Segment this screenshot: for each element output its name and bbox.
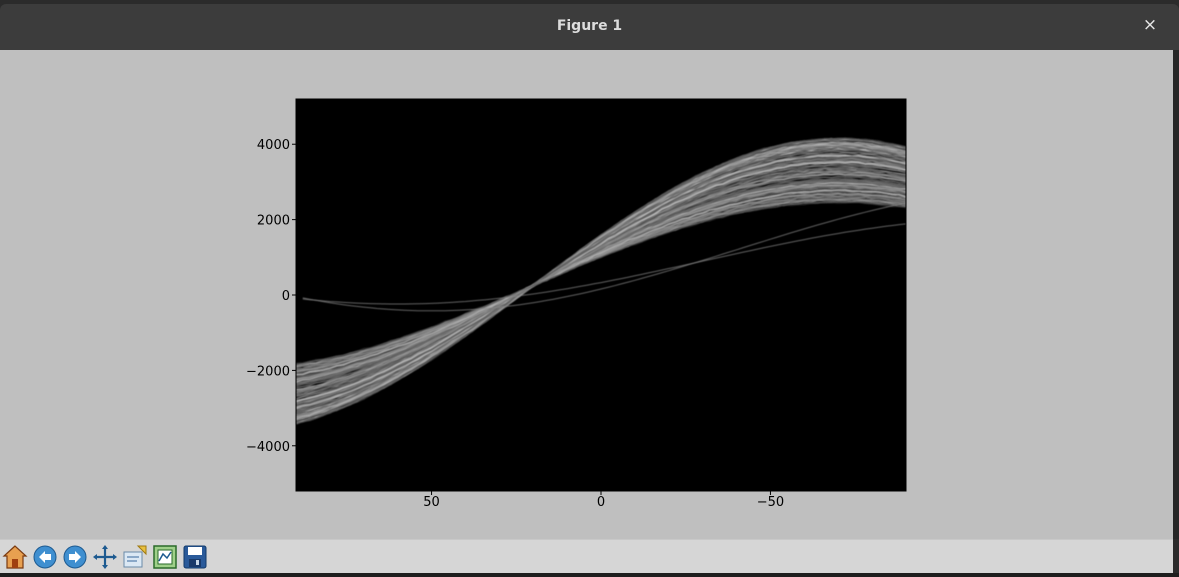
navigation-toolbar — [0, 539, 1173, 573]
window-titlebar[interactable]: Figure 1 × — [0, 4, 1179, 50]
forward-arrow-icon[interactable] — [61, 543, 89, 571]
x-tick-label: 50 — [423, 495, 440, 510]
y-tick-label: −2000 — [246, 364, 290, 379]
back-arrow-icon[interactable] — [31, 543, 59, 571]
hough-curve — [295, 195, 907, 370]
hough-curve — [295, 143, 907, 419]
hough-curve — [295, 171, 907, 394]
y-tick-label: −4000 — [246, 440, 290, 455]
close-icon[interactable]: × — [1142, 15, 1158, 35]
hough-curve — [302, 223, 907, 305]
hough-curve — [302, 202, 907, 312]
window-edge — [1173, 50, 1179, 539]
hough-curve — [295, 137, 907, 425]
y-axis: −4000 −2000 0 2000 4000 — [246, 138, 296, 455]
hough-curve — [295, 150, 907, 414]
y-tick-label: 2000 — [257, 214, 290, 229]
x-tick-label: −50 — [757, 495, 784, 510]
hough-curve — [295, 164, 907, 400]
zoom-icon[interactable] — [121, 543, 149, 571]
x-axis: 50 0 −50 — [423, 491, 784, 510]
y-tick-label: 0 — [282, 289, 290, 304]
subplots-icon[interactable] — [151, 543, 179, 571]
hough-curve — [295, 145, 907, 418]
hough-curve — [295, 176, 907, 389]
home-icon[interactable] — [1, 543, 29, 571]
background-terminal — [0, 573, 1179, 577]
hough-curve — [295, 192, 907, 373]
x-tick-label: 0 — [597, 495, 605, 510]
hough-plot[interactable]: −4000 −2000 0 2000 4000 50 0 −50 — [0, 50, 1173, 539]
hough-curve — [295, 180, 907, 384]
hough-curve — [295, 167, 907, 397]
window-title: Figure 1 — [556, 18, 623, 34]
hough-bands — [295, 137, 907, 425]
pan-icon[interactable] — [91, 543, 119, 571]
hough-curve — [295, 189, 907, 376]
hough-curve — [295, 201, 907, 364]
save-icon[interactable] — [181, 543, 209, 571]
hough-curve — [295, 183, 907, 382]
hough-curve — [295, 155, 907, 407]
y-tick-label: 4000 — [257, 138, 290, 153]
